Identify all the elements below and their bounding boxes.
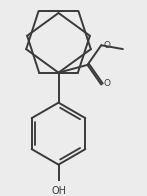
Text: O: O	[103, 41, 110, 50]
Text: OH: OH	[51, 186, 66, 196]
Text: O: O	[104, 79, 111, 88]
